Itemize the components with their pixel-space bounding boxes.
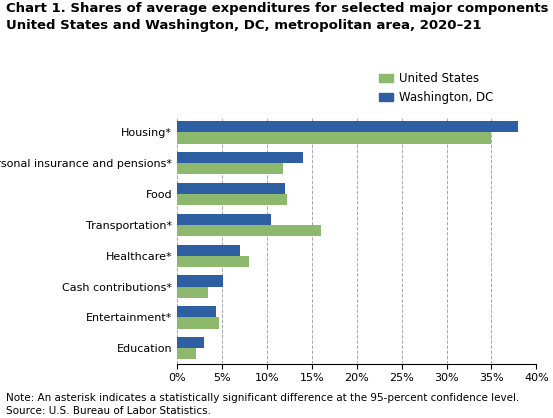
Bar [177,133,492,143]
Bar [177,183,285,194]
Bar [177,121,518,133]
Bar [177,256,249,267]
Bar [177,163,283,174]
Bar [177,214,272,225]
Legend: United States, Washington, DC: United States, Washington, DC [374,67,498,109]
Bar [177,225,321,236]
Text: Chart 1. Shares of average expenditures for selected major components in the
Uni: Chart 1. Shares of average expenditures … [6,2,553,32]
Bar [177,152,303,163]
Bar [177,306,216,317]
Bar [177,194,288,205]
Bar [177,337,204,348]
Bar [177,348,196,359]
Bar [177,317,219,329]
Text: Note: An asterisk indicates a statistically significant difference at the 95-per: Note: An asterisk indicates a statistica… [6,393,519,416]
Bar [177,287,208,298]
Bar [177,275,223,287]
Bar [177,245,240,256]
